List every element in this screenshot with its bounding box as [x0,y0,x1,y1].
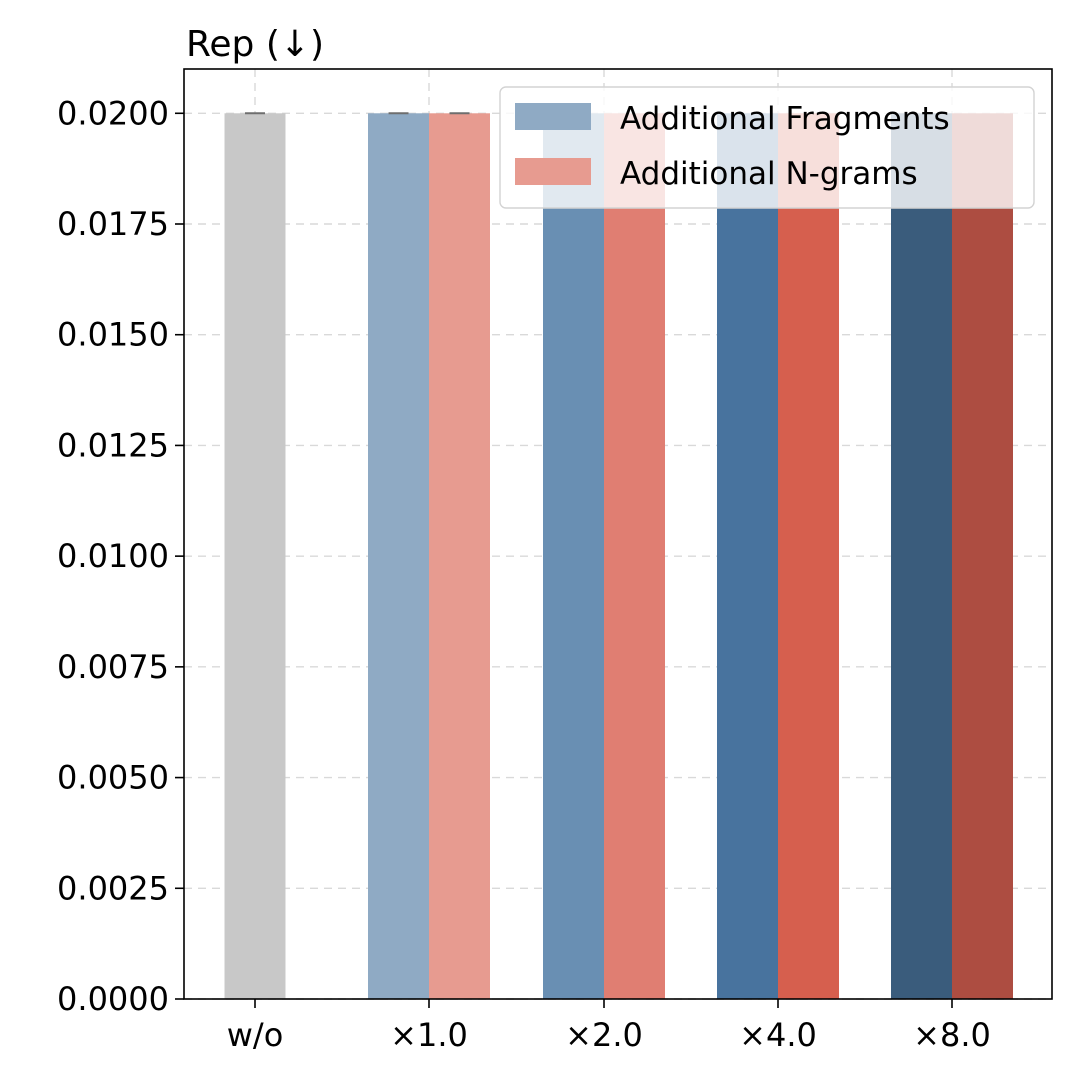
y-tick-label: 0.0175 [57,205,169,243]
x-tick-label: ×4.0 [739,1016,817,1054]
legend-swatch [515,158,591,185]
legend-box [499,86,1035,209]
bar-additional-fragments [368,113,429,1000]
bar-additional-fragments [543,113,604,1000]
legend: Additional Fragments Additional N-grams [499,86,1035,209]
bar-additional-fragments [717,113,778,1000]
y-tick-label: 0.0150 [57,316,169,354]
y-tick-label: 0.0025 [57,869,169,907]
legend-swatch [515,103,591,130]
y-tick-label: 0.0000 [57,980,169,1018]
y-tick-label: 0.0200 [57,94,169,132]
bar-additional-ngrams [952,113,1013,1000]
x-tick-label: ×2.0 [565,1016,643,1054]
y-tick-label: 0.0125 [57,426,169,464]
x-tick-label: ×1.0 [390,1016,468,1054]
y-tick-label: 0.0100 [57,537,169,575]
plot-frame [183,68,1053,1000]
y-tick-label: 0.0075 [57,648,169,686]
bar-additional-fragments [891,113,952,1000]
bar-additional-ngrams [778,113,839,1000]
legend-label: Additional Fragments [620,101,950,137]
x-tick-label: ×8.0 [913,1016,991,1054]
y-tick-label: 0.0050 [57,759,169,797]
bar-additional-ngrams [429,113,490,1000]
legend-label: Additional N-grams [620,156,918,192]
x-tick-label: w/o [227,1016,284,1054]
chart-title: Rep (↓) [186,24,324,65]
bars [224,112,1013,1000]
axes: 0.0000 0.0025 0.0050 0.0075 0.0100 0.0125 0.01… [57,68,1053,1054]
bar-additional-ngrams [604,113,665,1000]
bar-baseline [224,113,286,1000]
